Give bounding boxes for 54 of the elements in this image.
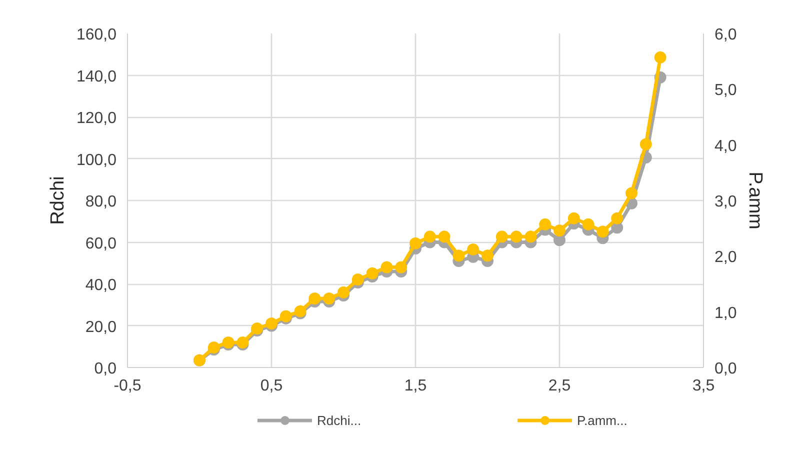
point (510, 230, 522, 243)
x-tick-label: 1,5 (404, 378, 427, 394)
x-tick-label: 2,5 (548, 378, 571, 394)
legend-label: P.amm... (577, 412, 628, 428)
x-tick-label: 0,5 (260, 378, 283, 394)
point (222, 336, 234, 348)
y2-tick-label: 5,0 (714, 82, 737, 100)
point (596, 226, 609, 238)
point (366, 267, 378, 280)
point (380, 261, 393, 274)
y-tick-label: 40,0 (85, 277, 117, 294)
point (467, 244, 480, 256)
x-tick-label: -0,5 (114, 378, 142, 394)
y2-tick-label: 4,0 (714, 138, 737, 155)
point (626, 187, 638, 200)
y-tick-label: 60,0 (85, 235, 117, 252)
point (236, 336, 249, 348)
y2-axis-title: P.amm (744, 172, 766, 230)
point (438, 230, 450, 243)
y2-tick-label: 0,0 (714, 360, 737, 378)
point (524, 230, 537, 243)
point (452, 250, 465, 262)
y-tick-label: 100,0 (76, 152, 117, 169)
y-tick-label: 160,0 (76, 26, 117, 44)
y2-tick-label: 3,0 (714, 194, 737, 210)
x-tick-label: 3,5 (692, 378, 715, 394)
y-axis-title: Rdchi (47, 176, 68, 225)
point (338, 286, 350, 298)
point (424, 230, 436, 243)
y2-tick-label: 6,0 (714, 26, 737, 44)
y2-tick-label: 1,0 (714, 304, 737, 322)
point (352, 274, 364, 286)
point (582, 218, 594, 230)
y-tick-label: 80,0 (85, 194, 117, 210)
y-tick-label: 0,0 (94, 360, 117, 378)
point (640, 138, 652, 150)
point (496, 230, 508, 243)
point (539, 218, 552, 230)
y-tick-label: 140,0 (76, 68, 117, 86)
point (208, 341, 220, 354)
point (554, 224, 566, 237)
point (482, 250, 494, 262)
point (323, 292, 336, 304)
point (395, 261, 408, 274)
point (654, 51, 666, 64)
legend-label: Rdchi... (317, 412, 362, 428)
point (568, 212, 580, 224)
y2-tick-label: 2,0 (714, 249, 737, 266)
point (308, 292, 321, 304)
y-tick-label: 120,0 (76, 110, 117, 127)
point (554, 234, 566, 246)
point (611, 212, 624, 224)
y-tick-label: 20,0 (85, 318, 117, 336)
point (410, 237, 422, 250)
